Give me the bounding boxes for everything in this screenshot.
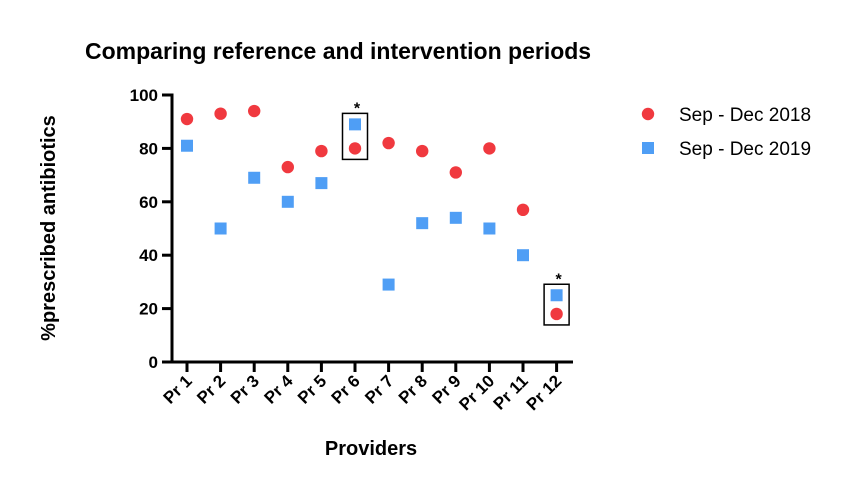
x-tick-label: Pr 12: [523, 371, 566, 414]
point-2018: [483, 142, 496, 155]
point-2019: [517, 249, 529, 262]
point-2019: [349, 118, 361, 131]
point-2019: [315, 177, 328, 190]
legend-label: Sep - Dec 2018: [679, 105, 811, 126]
y-tick-label: 80: [139, 139, 158, 158]
y-axis: 0 20 40 60 80 100: [130, 86, 174, 372]
point-2018: [348, 142, 362, 155]
point-2019: [248, 171, 261, 184]
x-axis: Pr 1Pr 2Pr 3Pr 4Pr 5Pr 6Pr 7Pr 8Pr 9Pr 1…: [160, 360, 573, 414]
point-2018: [315, 144, 328, 158]
y-tick-label: 20: [139, 300, 158, 319]
point-2018: [416, 144, 429, 158]
data-points: [180, 104, 563, 321]
point-2018: [214, 107, 227, 120]
point-2019: [483, 222, 496, 235]
x-tick-label: Pr 2: [193, 371, 229, 407]
significance-box: [341, 112, 369, 161]
significance-star: *: [555, 271, 562, 288]
x-tick-label: Pr 6: [328, 371, 364, 407]
legend-marker-circle: [641, 107, 655, 121]
point-2019: [416, 217, 429, 230]
point-2018: [382, 136, 395, 150]
point-2018: [248, 104, 261, 118]
significance-star: *: [354, 100, 361, 117]
significance-box: [543, 283, 570, 326]
y-tick-label: 100: [130, 86, 158, 105]
x-tick-label: Pr 5: [294, 371, 330, 407]
y-tick-label: 0: [149, 353, 158, 372]
y-axis-title: %prescribed antibiotics: [38, 115, 60, 341]
point-2019: [550, 289, 563, 302]
legend-marker-square: [642, 142, 654, 154]
legend: Sep - Dec 2018 Sep - Dec 2019: [641, 105, 811, 160]
point-2019: [449, 211, 462, 224]
point-2019: [181, 139, 193, 152]
point-2018: [449, 166, 462, 179]
x-tick-label: Pr 8: [395, 371, 431, 407]
x-axis-title: Providers: [325, 438, 417, 460]
point-2018: [550, 307, 563, 321]
x-tick-label: Pr 4: [260, 371, 297, 408]
legend-label: Sep - Dec 2019: [679, 139, 811, 160]
point-2018: [281, 160, 294, 174]
point-2018: [180, 112, 194, 126]
y-tick-label: 40: [139, 246, 158, 265]
x-tick-label: Pr 7: [361, 371, 397, 407]
y-tick-label: 60: [139, 193, 158, 212]
x-tick-label: Pr 1: [160, 371, 196, 407]
annotations: **: [341, 100, 570, 326]
point-2019: [214, 222, 227, 235]
x-tick-label: Pr 3: [227, 371, 263, 407]
point-2019: [382, 278, 395, 291]
point-2018: [516, 203, 530, 217]
point-2019: [281, 195, 294, 208]
x-tick-label: Pr 11: [490, 371, 532, 413]
chart-title: Comparing reference and intervention per…: [85, 38, 591, 64]
x-tick-label: Pr 10: [455, 371, 498, 414]
